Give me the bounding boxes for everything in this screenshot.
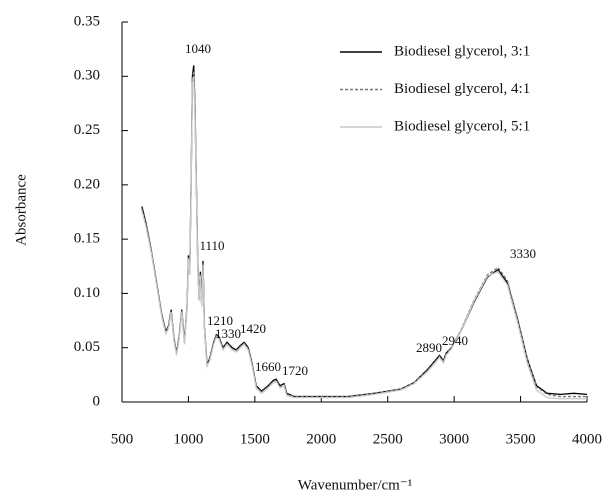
y-tick-label: 0.30 (74, 68, 100, 84)
peak-annotation: 1110 (199, 238, 224, 253)
peak-annotation: 3330 (510, 246, 536, 261)
peak-annotation: 1040 (185, 41, 211, 56)
y-tick-label: 0.05 (74, 339, 100, 355)
y-tick-label: 0.20 (74, 176, 100, 192)
legend-label: Biodiesel glycerol, 5:1 (394, 118, 530, 134)
x-tick-label: 4000 (572, 431, 602, 447)
x-tick-label: 2000 (306, 431, 336, 447)
y-tick-label: 0.35 (74, 13, 100, 29)
peak-annotation: 1720 (282, 363, 308, 378)
x-axis-label: Wavenumber/cm⁻¹ (298, 477, 413, 493)
x-tick-label: 3000 (439, 431, 469, 447)
peak-annotation: 2890 (416, 340, 442, 355)
x-tick-label: 500 (111, 431, 134, 447)
y-tick-label: 0.25 (74, 122, 100, 138)
peak-annotation: 1420 (240, 321, 266, 336)
peak-annotation: 1660 (255, 359, 281, 374)
legend-label: Biodiesel glycerol, 4:1 (394, 81, 530, 97)
legend-label: Biodiesel glycerol, 3:1 (394, 43, 530, 59)
y-tick-label: 0.10 (74, 285, 100, 301)
y-tick-label: 0 (93, 393, 101, 409)
x-tick-label: 3500 (506, 431, 536, 447)
series-line (141, 76, 587, 400)
x-tick-label: 2500 (373, 431, 403, 447)
peak-annotation: 1210 (207, 313, 233, 328)
series-line (141, 65, 588, 398)
x-tick-label: 1500 (240, 431, 270, 447)
x-tick-label: 1000 (173, 431, 203, 447)
y-tick-label: 0.15 (74, 231, 100, 247)
peak-annotation: 1330 (215, 326, 241, 341)
y-axis-label: Absorbance (13, 174, 29, 246)
peak-annotation: 2940 (442, 333, 468, 348)
